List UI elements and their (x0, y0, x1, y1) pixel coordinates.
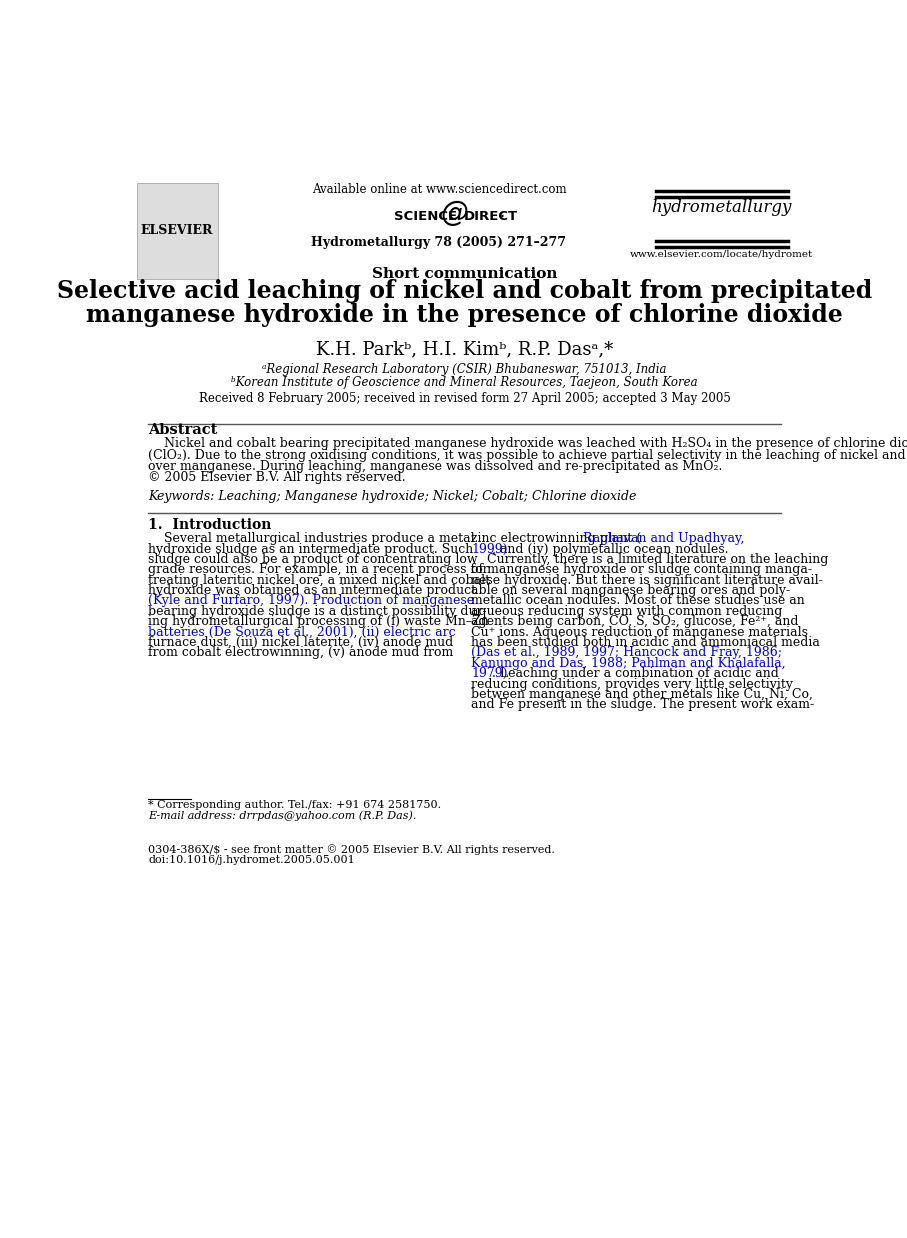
Text: nese hydroxide. But there is significant literature avail-: nese hydroxide. But there is significant… (472, 573, 824, 587)
Text: SCIENCE: SCIENCE (394, 210, 457, 223)
Text: sludge could also be a product of concentrating low: sludge could also be a product of concen… (148, 553, 478, 566)
Text: . Leaching under a combination of acidic and: . Leaching under a combination of acidic… (493, 667, 779, 680)
Text: 1979): 1979) (472, 667, 508, 680)
Text: manganese hydroxide in the presence of chlorine dioxide: manganese hydroxide in the presence of c… (86, 303, 843, 327)
Text: www.elsevier.com/locate/hydromet: www.elsevier.com/locate/hydromet (630, 250, 814, 260)
Text: (ClO₂). Due to the strong oxidising conditions, it was possible to achieve parti: (ClO₂). Due to the strong oxidising cond… (148, 448, 907, 462)
Text: K.H. Parkᵇ, H.I. Kimᵇ, R.P. Dasᵃ,*: K.H. Parkᵇ, H.I. Kimᵇ, R.P. Dasᵃ,* (316, 340, 613, 358)
Text: Short communication: Short communication (372, 267, 557, 281)
Text: Available online at www.sciencedirect.com: Available online at www.sciencedirect.co… (312, 183, 566, 197)
Text: between manganese and other metals like Cu, Ni, Co,: between manganese and other metals like … (472, 688, 814, 701)
Bar (137, 183, 218, 280)
Text: bearing hydroxide sludge is a distinct possibility dur-: bearing hydroxide sludge is a distinct p… (148, 605, 487, 618)
Text: from cobalt electrowinning, (v) anode mud from: from cobalt electrowinning, (v) anode mu… (148, 646, 454, 660)
Text: Several metallurgical industries produce a metal: Several metallurgical industries produce… (148, 532, 475, 545)
Text: (Das et al., 1989, 1997; Hancock and Fray, 1986;: (Das et al., 1989, 1997; Hancock and Fra… (472, 646, 783, 660)
Text: batteries (De Souza et al., 2001), (ii) electric arc: batteries (De Souza et al., 2001), (ii) … (148, 625, 456, 639)
Text: ·: · (500, 208, 504, 225)
Text: Currently, there is a limited literature on the leaching: Currently, there is a limited literature… (472, 553, 829, 566)
Text: zinc electrowinning plant (: zinc electrowinning plant ( (472, 532, 641, 545)
Text: Raghavan and Upadhyay,: Raghavan and Upadhyay, (583, 532, 745, 545)
Text: hydrometallurgy: hydrometallurgy (651, 199, 792, 217)
Text: Selective acid leaching of nickel and cobalt from precipitated: Selective acid leaching of nickel and co… (57, 279, 872, 302)
Text: metallic ocean nodules. Most of these studies use an: metallic ocean nodules. Most of these st… (472, 594, 805, 608)
Text: grade resources. For example, in a recent process for: grade resources. For example, in a recen… (148, 563, 489, 577)
Text: ᵃRegional Research Laboratory (CSIR) Bhubaneswar, 751013, India: ᵃRegional Research Laboratory (CSIR) Bhu… (262, 364, 667, 376)
Text: @: @ (441, 199, 468, 227)
Text: 1.  Introduction: 1. Introduction (148, 517, 271, 532)
Text: ELSEVIER: ELSEVIER (141, 224, 213, 238)
Text: aqueous reducing system with common reducing: aqueous reducing system with common redu… (472, 605, 783, 618)
Text: * Corresponding author. Tel./fax: +91 674 2581750.: * Corresponding author. Tel./fax: +91 67… (148, 800, 442, 810)
Text: Cu⁺ ions. Aqueous reduction of manganese materials: Cu⁺ ions. Aqueous reduction of manganese… (472, 625, 808, 639)
Text: DIRECT: DIRECT (463, 210, 518, 223)
Text: (Kyle and Furfaro, 1997). Production of manganese: (Kyle and Furfaro, 1997). Production of … (148, 594, 474, 608)
Text: over manganese. During leaching, manganese was dissolved and re-precipitated as : over manganese. During leaching, mangane… (148, 459, 723, 473)
Text: Nickel and cobalt bearing precipitated manganese hydroxide was leached with H₂SO: Nickel and cobalt bearing precipitated m… (148, 437, 907, 451)
Text: ᵇKorean Institute of Geoscience and Mineral Resources, Taejeon, South Korea: ᵇKorean Institute of Geoscience and Mine… (231, 376, 697, 389)
Text: hydroxide was obtained as an intermediate product: hydroxide was obtained as an intermediat… (148, 584, 476, 597)
Text: © 2005 Elsevier B.V. All rights reserved.: © 2005 Elsevier B.V. All rights reserved… (148, 470, 405, 484)
Text: , and (iv) polymetallic ocean nodules.: , and (iv) polymetallic ocean nodules. (493, 542, 728, 556)
Text: Abstract: Abstract (148, 422, 218, 437)
Text: 1999): 1999) (472, 542, 508, 556)
Text: has been studied both in acidic and ammoniacal media: has been studied both in acidic and ammo… (472, 636, 820, 649)
Text: doi:10.1016/j.hydromet.2005.05.001: doi:10.1016/j.hydromet.2005.05.001 (148, 855, 355, 865)
Text: Keywords: Leaching; Manganese hydroxide; Nickel; Cobalt; Chlorine dioxide: Keywords: Leaching; Manganese hydroxide;… (148, 490, 637, 503)
Text: of manganese hydroxide or sludge containing manga-: of manganese hydroxide or sludge contain… (472, 563, 813, 577)
Text: reducing conditions, provides very little selectivity: reducing conditions, provides very littl… (472, 677, 794, 691)
Text: hydroxide sludge as an intermediate product. Such: hydroxide sludge as an intermediate prod… (148, 542, 473, 556)
Text: treating lateritic nickel ore, a mixed nickel and cobalt: treating lateritic nickel ore, a mixed n… (148, 573, 491, 587)
Text: agents being carbon, CO, S, SO₂, glucose, Fe²⁺, and: agents being carbon, CO, S, SO₂, glucose… (472, 615, 799, 628)
Text: ing hydrometallurgical processing of (i) waste Mn–Zn: ing hydrometallurgical processing of (i)… (148, 615, 489, 628)
Text: E-mail address: drrpdas@yahoo.com (R.P. Das).: E-mail address: drrpdas@yahoo.com (R.P. … (148, 810, 416, 821)
Text: able on several manganese bearing ores and poly-: able on several manganese bearing ores a… (472, 584, 791, 597)
Text: Hydrometallurgy 78 (2005) 271–277: Hydrometallurgy 78 (2005) 271–277 (311, 235, 566, 249)
Text: and Fe present in the sludge. The present work exam-: and Fe present in the sludge. The presen… (472, 698, 814, 712)
Text: furnace dust, (iii) nickel laterite, (iv) anode mud: furnace dust, (iii) nickel laterite, (iv… (148, 636, 454, 649)
Text: Kanungo and Das, 1988; Pahlman and Khalafalla,: Kanungo and Das, 1988; Pahlman and Khala… (472, 657, 786, 670)
Text: Received 8 February 2005; received in revised form 27 April 2005; accepted 3 May: Received 8 February 2005; received in re… (199, 392, 730, 405)
Text: 0304-386X/$ - see front matter © 2005 Elsevier B.V. All rights reserved.: 0304-386X/$ - see front matter © 2005 El… (148, 844, 555, 855)
